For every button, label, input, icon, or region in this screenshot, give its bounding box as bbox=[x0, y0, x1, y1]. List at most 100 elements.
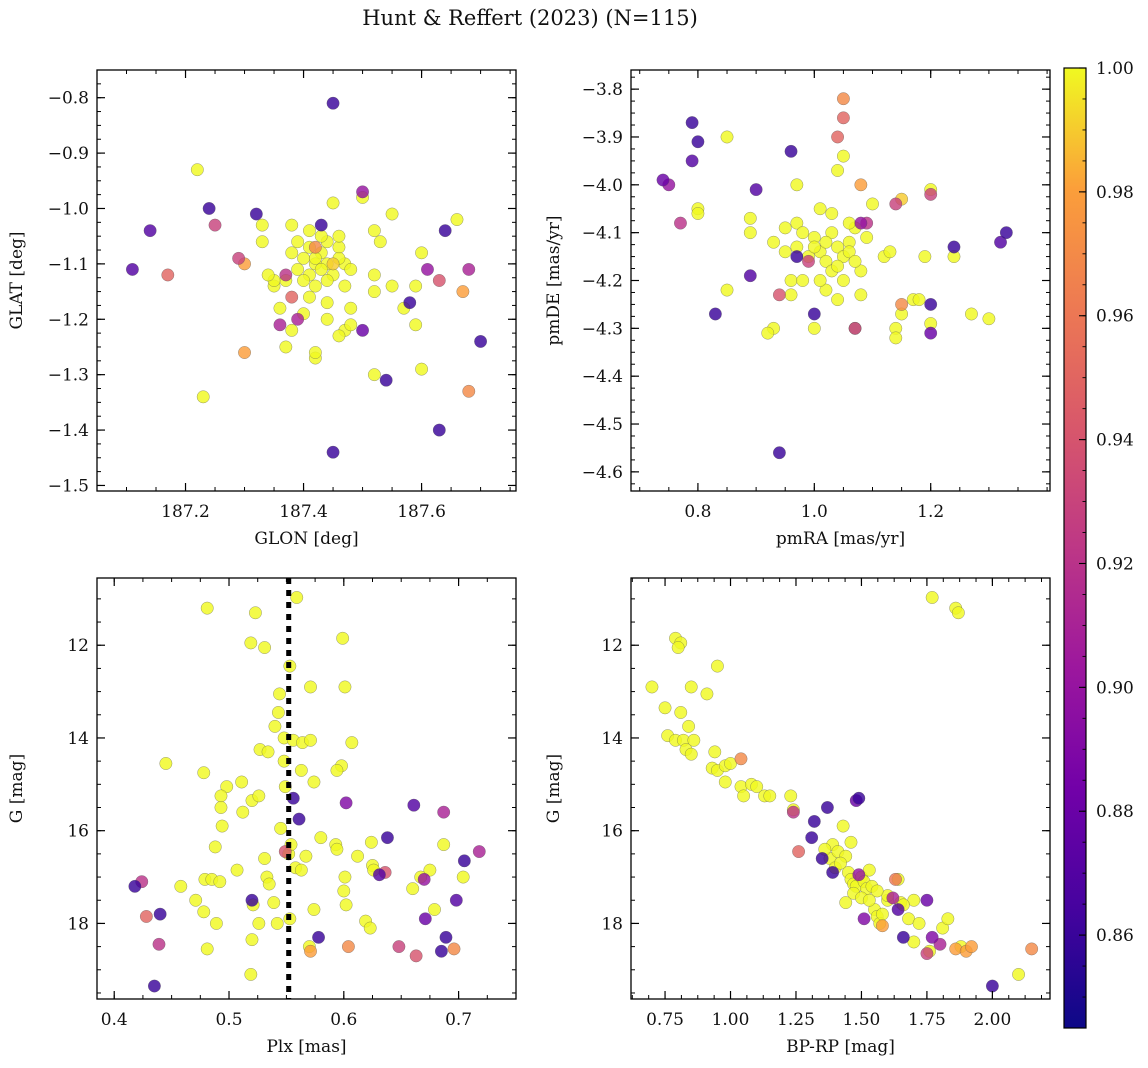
data-point bbox=[200, 942, 214, 956]
y-tick-label: 14 bbox=[601, 729, 623, 749]
data-point bbox=[749, 183, 763, 197]
data-point bbox=[308, 240, 322, 254]
data-point bbox=[985, 979, 999, 993]
data-point bbox=[449, 893, 463, 907]
data-point bbox=[326, 257, 340, 271]
data-point bbox=[862, 893, 876, 907]
data-point bbox=[994, 235, 1007, 249]
data-point bbox=[891, 903, 905, 916]
colorbar-tick-label: 0.98 bbox=[1096, 183, 1134, 203]
data-point bbox=[912, 293, 926, 307]
data-point bbox=[291, 312, 305, 326]
data-point bbox=[285, 218, 299, 232]
y-tick-label: 16 bbox=[601, 822, 623, 842]
data-point bbox=[462, 262, 476, 276]
data-point bbox=[128, 879, 142, 893]
data-point bbox=[685, 116, 699, 130]
data-point bbox=[437, 805, 451, 819]
data-point bbox=[258, 641, 272, 654]
panel-glon-glat: 187.2 187.4 187.6 −1.5 −1.4 −1.3 −1.2 −1.1 −1.0 −… bbox=[7, 69, 517, 549]
x-tick-label: 1.25 bbox=[777, 1010, 815, 1030]
colorbar: 0.86 0.88 0.90 0.92 0.94 0.96 0.98 1.00 bbox=[1063, 59, 1134, 1029]
x-tick-label: 1.75 bbox=[908, 1010, 946, 1030]
data-point bbox=[261, 268, 275, 282]
data-point bbox=[825, 226, 839, 240]
data-point bbox=[807, 240, 821, 254]
points-glon-glat bbox=[125, 96, 488, 459]
data-point bbox=[836, 274, 850, 287]
data-point bbox=[790, 250, 804, 264]
data-point bbox=[273, 301, 287, 315]
data-point bbox=[457, 854, 471, 868]
data-point bbox=[421, 262, 434, 276]
y-axis-label: G [mag] bbox=[7, 754, 27, 823]
data-point bbox=[292, 812, 306, 826]
data-point bbox=[925, 930, 939, 944]
data-point bbox=[982, 312, 996, 326]
data-point bbox=[190, 163, 204, 177]
y-tick-label: −1.5 bbox=[48, 476, 89, 496]
data-point bbox=[147, 979, 161, 993]
data-point bbox=[244, 636, 258, 650]
data-point bbox=[330, 763, 344, 777]
data-point bbox=[964, 940, 978, 954]
data-point bbox=[304, 944, 317, 958]
data-point bbox=[886, 891, 900, 905]
colorbar-tick-label: 0.92 bbox=[1096, 554, 1134, 574]
data-point bbox=[472, 845, 486, 859]
data-point bbox=[720, 283, 734, 297]
data-point bbox=[238, 346, 251, 359]
data-point bbox=[807, 814, 821, 828]
data-point bbox=[268, 719, 282, 733]
data-point bbox=[456, 285, 470, 299]
data-point bbox=[836, 92, 850, 106]
data-point bbox=[308, 279, 322, 293]
data-point bbox=[836, 111, 850, 125]
data-point bbox=[813, 274, 827, 287]
data-point bbox=[737, 789, 751, 803]
data-point bbox=[200, 601, 214, 615]
data-point bbox=[409, 949, 423, 963]
data-point bbox=[364, 835, 378, 849]
data-point bbox=[964, 307, 978, 321]
data-point bbox=[447, 942, 461, 956]
x-axis-label: Plx [mas] bbox=[266, 1037, 346, 1057]
data-point bbox=[462, 384, 476, 398]
data-point bbox=[330, 842, 344, 856]
data-point bbox=[344, 318, 358, 332]
data-point bbox=[344, 301, 358, 315]
data-point bbox=[1025, 942, 1039, 956]
data-point bbox=[912, 916, 926, 930]
y-tick-label: −1.0 bbox=[48, 199, 89, 219]
data-point bbox=[279, 268, 293, 282]
data-point bbox=[230, 863, 244, 877]
data-point bbox=[889, 331, 903, 345]
y-tick-label: −4.1 bbox=[582, 224, 623, 244]
data-point bbox=[834, 856, 847, 870]
data-point bbox=[297, 274, 310, 287]
data-point bbox=[291, 262, 305, 276]
data-point bbox=[437, 838, 451, 852]
data-point bbox=[924, 326, 938, 340]
data-point bbox=[270, 916, 284, 930]
data-point bbox=[761, 326, 775, 340]
points-pmra-pmde bbox=[656, 92, 1013, 460]
data-point bbox=[255, 218, 269, 232]
y-tick-label: −4.0 bbox=[582, 176, 623, 196]
data-point bbox=[708, 745, 722, 759]
data-point bbox=[852, 868, 866, 882]
data-point bbox=[784, 144, 798, 158]
x-tick-label: 187.6 bbox=[397, 502, 446, 522]
x-tick-label: 1.0 bbox=[801, 502, 828, 522]
y-tick-label: 12 bbox=[601, 636, 623, 656]
x-axis-label: pmRA [mas/yr] bbox=[776, 529, 905, 549]
data-point bbox=[385, 207, 399, 221]
data-point bbox=[236, 805, 250, 819]
data-point bbox=[889, 872, 902, 886]
data-point bbox=[285, 290, 299, 304]
data-point bbox=[786, 805, 800, 819]
data-point bbox=[139, 910, 153, 923]
figure-title: Hunt & Reffert (2023) (N=115) bbox=[362, 6, 698, 30]
data-point bbox=[423, 863, 437, 877]
data-point bbox=[825, 207, 839, 220]
